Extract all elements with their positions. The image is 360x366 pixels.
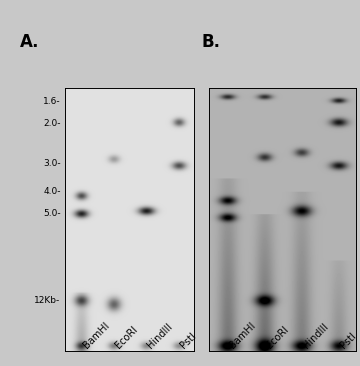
Text: HindIII: HindIII [301, 321, 330, 350]
Text: PstI: PstI [338, 330, 357, 350]
Text: 1.6-: 1.6- [43, 97, 60, 105]
Text: A.: A. [19, 33, 39, 51]
Text: BamHI: BamHI [81, 320, 111, 350]
Text: EcoRI: EcoRI [264, 324, 291, 350]
Text: 5.0-: 5.0- [43, 209, 60, 219]
Text: B.: B. [202, 33, 220, 51]
Text: EcoRI: EcoRI [113, 324, 140, 350]
Text: 12Kb-: 12Kb- [35, 296, 60, 305]
Text: BamHI: BamHI [227, 320, 257, 350]
Text: 2.0-: 2.0- [43, 119, 60, 128]
Text: 3.0-: 3.0- [43, 159, 60, 168]
Text: 4.0-: 4.0- [43, 187, 60, 197]
Text: HindIII: HindIII [146, 321, 175, 350]
Text: PstI: PstI [178, 330, 198, 350]
